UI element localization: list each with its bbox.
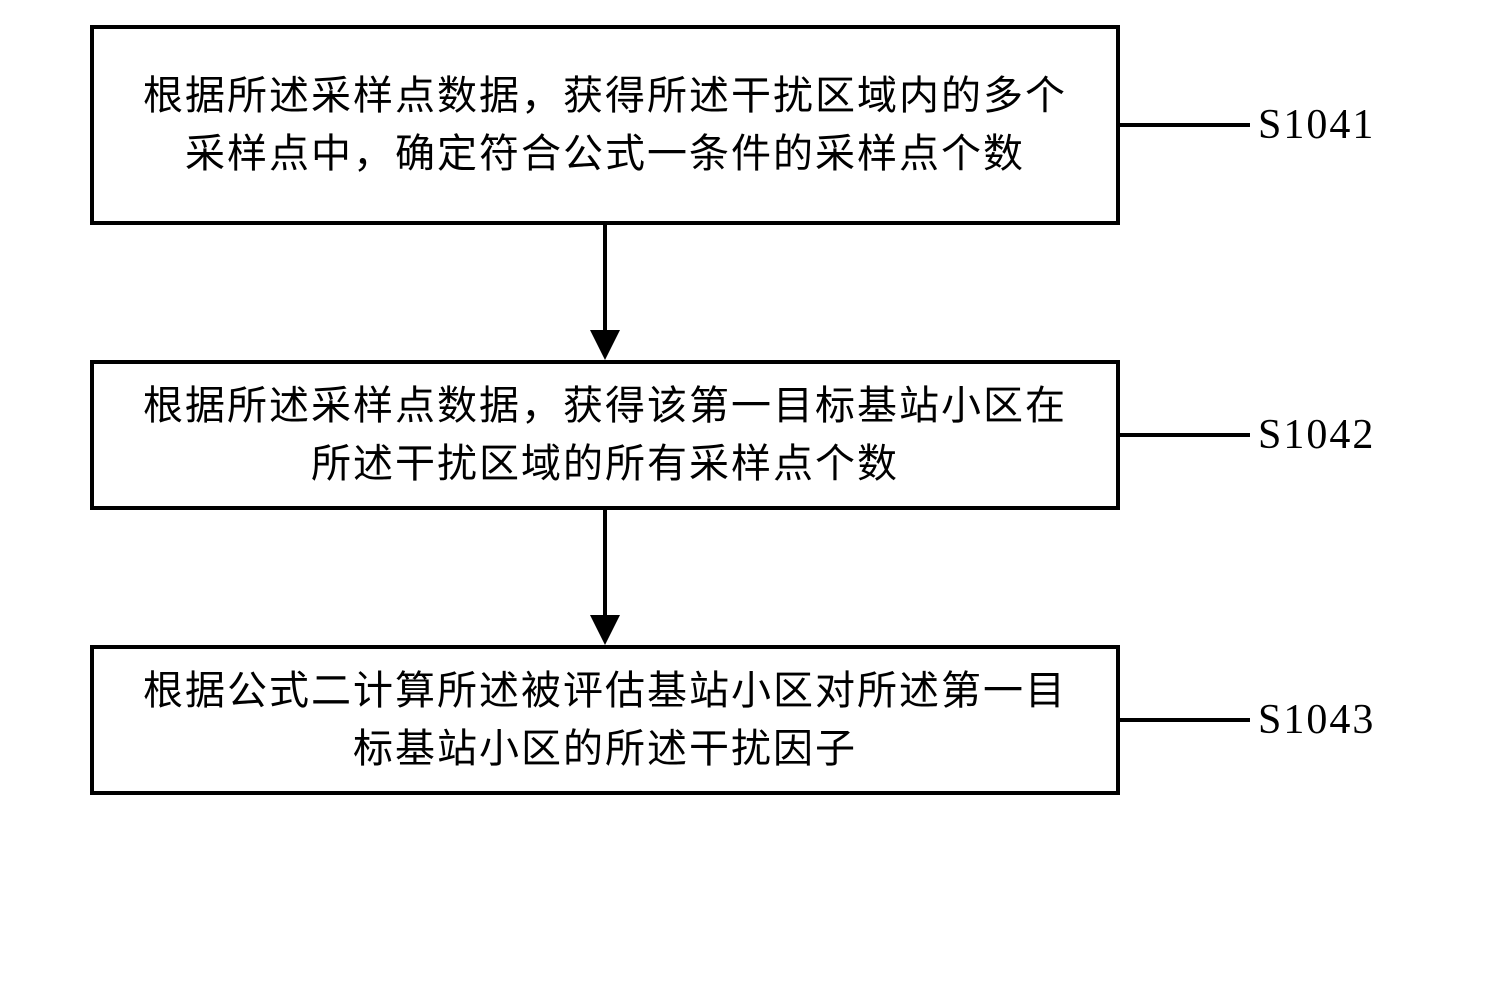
step-row-s1041: 根据所述采样点数据，获得所述干扰区域内的多个采样点中，确定符合公式一条件的采样点… <box>90 25 1410 225</box>
arrow-container-1 <box>90 225 1120 360</box>
arrow-container-2 <box>90 510 1120 645</box>
step-box-s1043: 根据公式二计算所述被评估基站小区对所述第一目标基站小区的所述干扰因子 <box>90 645 1120 795</box>
connector-line-s1042 <box>1120 433 1250 437</box>
step-text-s1042: 根据所述采样点数据，获得该第一目标基站小区在所述干扰区域的所有采样点个数 <box>124 377 1086 493</box>
step-label-s1043: S1043 <box>1258 696 1375 744</box>
connector-s1042: S1042 <box>1120 411 1375 459</box>
step-text-s1043: 根据公式二计算所述被评估基站小区对所述第一目标基站小区的所述干扰因子 <box>124 662 1086 778</box>
connector-s1043: S1043 <box>1120 696 1375 744</box>
step-label-s1041: S1041 <box>1258 101 1375 149</box>
step-row-s1042: 根据所述采样点数据，获得该第一目标基站小区在所述干扰区域的所有采样点个数 S10… <box>90 360 1410 510</box>
flowchart-container: 根据所述采样点数据，获得所述干扰区域内的多个采样点中，确定符合公式一条件的采样点… <box>90 25 1410 795</box>
arrow-down-icon <box>580 510 630 645</box>
connector-line-s1041 <box>1120 123 1250 127</box>
step-box-s1041: 根据所述采样点数据，获得所述干扰区域内的多个采样点中，确定符合公式一条件的采样点… <box>90 25 1120 225</box>
step-text-s1041: 根据所述采样点数据，获得所述干扰区域内的多个采样点中，确定符合公式一条件的采样点… <box>124 67 1086 183</box>
step-row-s1043: 根据公式二计算所述被评估基站小区对所述第一目标基站小区的所述干扰因子 S1043 <box>90 645 1410 795</box>
connector-line-s1043 <box>1120 718 1250 722</box>
step-box-s1042: 根据所述采样点数据，获得该第一目标基站小区在所述干扰区域的所有采样点个数 <box>90 360 1120 510</box>
connector-s1041: S1041 <box>1120 101 1375 149</box>
arrow-down-icon <box>580 225 630 360</box>
step-label-s1042: S1042 <box>1258 411 1375 459</box>
